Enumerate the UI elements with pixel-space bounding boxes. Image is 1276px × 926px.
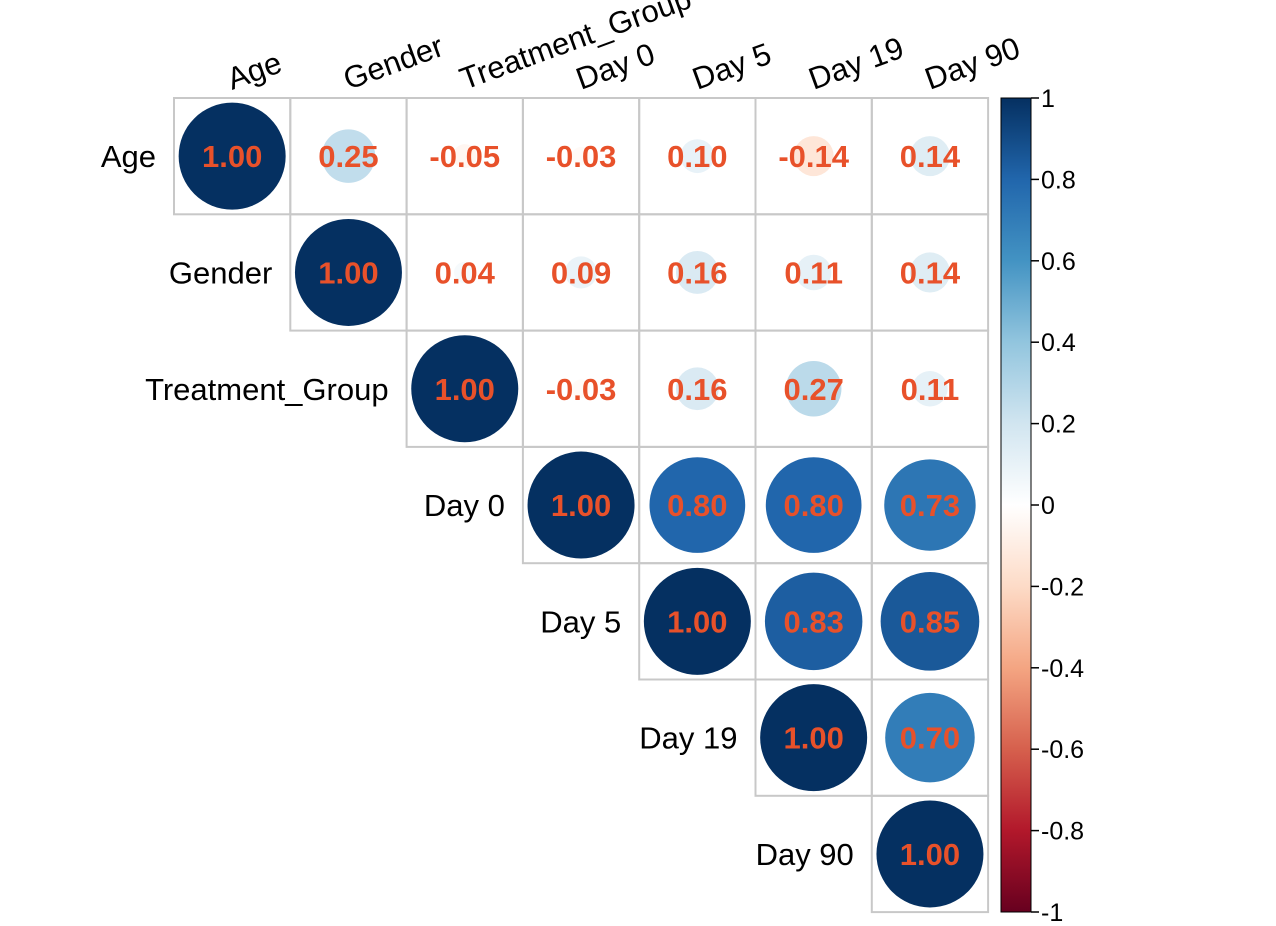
value-layer: 1.00 0.25 -0.05 -0.03 0.10 -0.14 0.14 1.00 0.04 0…	[202, 139, 961, 872]
colorbar-tick-label: 0	[1041, 492, 1055, 520]
correlation-circle	[675, 367, 719, 411]
correlation-value-label: -0.14	[778, 139, 849, 174]
correlation-value-label: 0.14	[900, 139, 961, 174]
correlation-value-label: 0.04	[435, 255, 496, 290]
column-label: Day 19	[804, 30, 908, 96]
correlation-value-label: 0.14	[900, 255, 961, 290]
correlation-circle	[765, 457, 862, 553]
colorbar-tick-label: -1	[1041, 899, 1063, 926]
correlation-value-label: 1.00	[783, 721, 843, 756]
correlation-value-label: 1.00	[202, 139, 262, 174]
column-label: Day 5	[688, 36, 776, 97]
correlation-circle	[884, 459, 976, 551]
correlation-value-label: 0.85	[900, 604, 960, 639]
colorbar-tick-label: 0.4	[1041, 329, 1076, 357]
correlation-circle	[909, 252, 950, 293]
colorbar-tick-label: -0.2	[1041, 573, 1084, 601]
correlation-circle	[760, 684, 868, 792]
correlation-value-label: 1.00	[551, 488, 611, 523]
correlation-circle	[294, 218, 402, 326]
colorbar-tick-label: 0.8	[1041, 166, 1076, 194]
correlation-circle	[452, 144, 477, 169]
correlation-value-label: 1.00	[318, 255, 378, 290]
correlation-value-label: 1.00	[667, 604, 727, 639]
correlation-circle	[411, 335, 519, 443]
column-label: Gender	[339, 28, 448, 96]
colorbar-tick-label: 1	[1041, 85, 1055, 113]
correlation-value-label: 0.10	[667, 139, 727, 174]
correlation-circle	[321, 129, 376, 183]
row-label: Day 19	[639, 721, 737, 756]
colorbar: 1 0.8 0.6 0.4 0.2 0 -0.2 -0.4 -0.6 -0.8 -1	[1000, 85, 1084, 926]
correlation-value-label: 1.00	[900, 837, 960, 872]
correlation-value-label: 0.25	[318, 139, 378, 174]
correlation-value-label: 0.80	[667, 488, 727, 523]
correlation-circle	[527, 451, 635, 559]
colorbar-tick-label: -0.6	[1041, 736, 1084, 764]
correlation-circle	[885, 692, 975, 783]
colorbar-tick-label: 0.2	[1041, 411, 1076, 439]
grid-cell	[870, 794, 990, 914]
correlation-circle	[876, 800, 984, 908]
correlation-circle	[909, 136, 950, 177]
correlation-circle	[178, 102, 286, 210]
correlation-value-label: -0.03	[546, 372, 617, 407]
correlation-circle	[571, 146, 591, 166]
row-label: Day 90	[756, 837, 854, 872]
correlation-value-label: 0.09	[551, 255, 611, 290]
correlation-value-label: 0.83	[783, 604, 843, 639]
correlation-circle	[880, 572, 980, 671]
correlation-value-label: 0.27	[783, 372, 843, 407]
row-labels: Age Gender Treatment_Group Day 0 Day 5 Day 19…	[101, 139, 854, 872]
colorbar-tick-label: -0.4	[1041, 655, 1084, 683]
colorbar-tick-label: -0.8	[1041, 818, 1084, 846]
colorbar-tick-label: 0.6	[1041, 248, 1076, 276]
column-label: Treatment_Group	[455, 0, 696, 97]
correlation-circle	[785, 360, 842, 417]
row-label: Day 5	[540, 604, 621, 639]
correlation-circle	[764, 572, 863, 671]
column-label: Day 90	[920, 30, 1024, 96]
column-label: Age	[222, 45, 286, 97]
correlation-value-label: 0.16	[667, 255, 727, 290]
correlation-value-label: 0.73	[900, 488, 960, 523]
correlation-circle	[795, 254, 832, 291]
grid-layer	[173, 97, 990, 914]
correlation-circle	[793, 136, 834, 177]
correlation-circle	[680, 139, 715, 174]
correlation-circle	[912, 371, 948, 407]
row-label: Age	[101, 139, 156, 174]
row-label: Treatment_Group	[145, 372, 389, 407]
correlation-circle	[454, 261, 476, 284]
correlation-circle	[571, 379, 591, 399]
correlation-circle	[565, 256, 598, 289]
correlation-value-label: 0.16	[667, 372, 727, 407]
correlation-circle	[649, 457, 746, 553]
row-label: Gender	[169, 255, 272, 290]
correlation-value-label: -0.05	[429, 139, 500, 174]
correlation-value-label: 0.70	[900, 721, 960, 756]
circle-layer	[178, 102, 984, 908]
correlation-value-label: 1.00	[435, 372, 495, 407]
correlation-circle	[643, 567, 751, 675]
correlation-value-label: 0.11	[901, 372, 960, 407]
correlation-value-label: 0.80	[783, 488, 843, 523]
row-label: Day 0	[424, 488, 505, 523]
correlation-value-label: -0.03	[546, 139, 617, 174]
correlation-circle	[675, 251, 719, 294]
colorbar-gradient	[1000, 97, 1032, 913]
correlation-value-label: 0.11	[784, 255, 843, 290]
